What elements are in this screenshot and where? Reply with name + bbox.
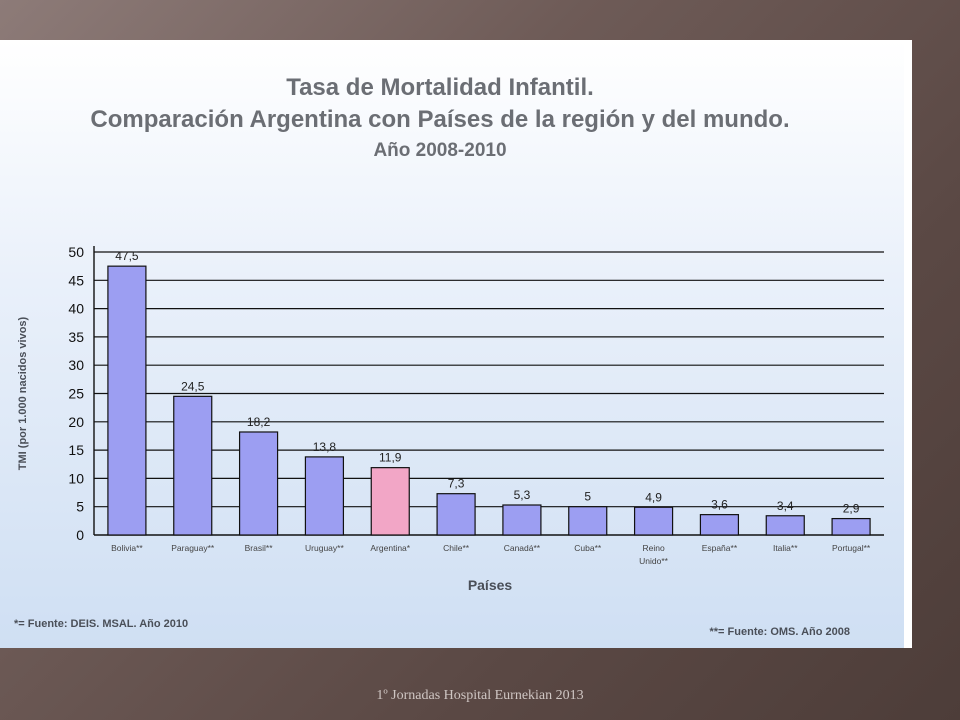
data-label: 5,3 [514,488,531,502]
bar-6 [502,504,542,536]
bar-8 [633,506,674,536]
y-tick-label: 20 [68,414,84,430]
bar-10 [765,515,805,536]
x-tick-label: Unido** [639,556,669,566]
x-tick-label: Portugal** [832,543,871,553]
bar-4 [370,467,410,536]
x-tick-label: Reino [642,543,664,553]
x-tick-label: Uruguay** [305,543,344,553]
bar-2 [238,431,279,536]
bar-chart: 0 5 10 15 20 25 30 35 40 45 50 47,5 Bolivia** 24,5 Par… [14,244,884,638]
y-tick-label: 50 [68,244,84,260]
source-note-right: **= Fuente: OMS. Año 2008 [710,626,851,638]
y-tick-label: 35 [68,329,84,345]
y-tick-label: 25 [68,386,84,402]
data-label: 4,9 [645,490,662,504]
x-tick-label: Paraguay** [171,543,215,553]
x-tick-label: Bolivia** [111,543,143,553]
data-label: 24,5 [181,379,205,393]
data-label: 11,9 [379,451,402,465]
data-label: 7,3 [448,477,465,491]
y-tick-label: 10 [68,470,84,486]
data-label: 3,4 [777,499,794,513]
x-tick-label: Chile** [443,543,470,553]
slide-panel: Tasa de Mortalidad Infantil. Comparación… [0,40,912,648]
bar-0 [107,265,147,536]
x-tick-label: Argentina* [370,543,410,553]
x-tick-label: Cuba** [574,543,602,553]
y-tick-label: 0 [76,527,84,543]
y-tick-label: 30 [68,357,84,373]
bar-9 [699,514,740,536]
y-tick-label: 15 [68,442,84,458]
data-label: 47,5 [115,249,139,263]
data-label: 2,9 [843,502,860,516]
y-axis-title: TMI (por 1.000 nacidos vivos) [17,316,29,470]
data-label: 18,2 [247,415,271,429]
y-tick-label: 40 [68,301,84,317]
data-label: 3,6 [711,498,728,512]
chart-subtitle: Comparación Argentina con Países de la r… [90,106,790,133]
data-label: 13,8 [313,440,337,454]
bar-1 [173,395,213,536]
chart-area: Tasa de Mortalidad Infantil. Comparación… [0,40,904,648]
x-tick-label: Brasil** [245,543,274,553]
bar-7 [568,506,608,536]
x-axis-title: Países [468,577,513,593]
bar-11 [831,517,871,536]
footer-text: 1º Jornadas Hospital Eurnekian 2013 [376,688,584,703]
source-note-left: *= Fuente: DEIS. MSAL. Año 2010 [14,618,188,630]
x-tick-label: Italia** [773,543,798,553]
data-label: 5 [584,490,591,504]
y-tick-label: 45 [68,272,84,288]
y-tick-label: 5 [76,499,84,515]
x-tick-label: Canadá** [504,543,541,553]
bar-5 [436,493,476,536]
x-tick-label: España** [702,543,738,553]
bar-3 [304,456,345,536]
chart-title: Tasa de Mortalidad Infantil. [286,74,594,101]
chart-period: Año 2008-2010 [373,140,507,161]
